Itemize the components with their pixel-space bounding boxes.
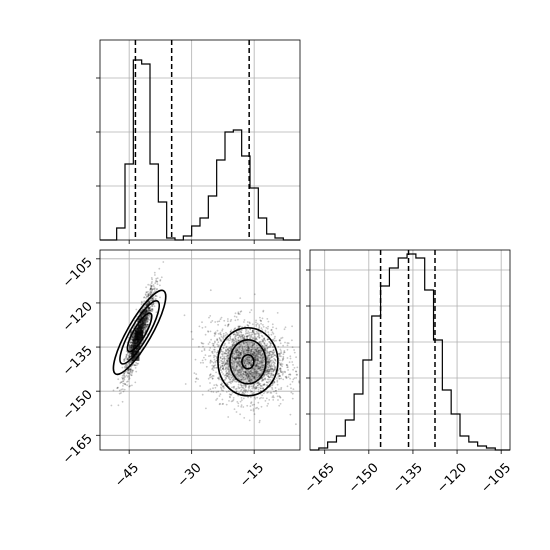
joint-ytick-label-2: −135: [60, 343, 96, 379]
y-hist-xtick-label-3: −120: [434, 460, 470, 496]
x-marginal-histogram: [96, 39, 301, 244]
y-hist-steps: [310, 253, 510, 451]
contour-right-1: [229, 338, 267, 385]
density-cell-4: [130, 330, 139, 341]
joint-xtick-label-2: −15: [237, 460, 267, 490]
joint-scatter-plot: −45 −30 −15 −105 −120 −135 −150 −165: [60, 249, 301, 490]
joint-ytick-label-3: −150: [60, 387, 96, 423]
joint-xtick-label-1: −30: [175, 460, 205, 490]
y-hist-xtick-label-2: −135: [390, 460, 426, 496]
x-hist-frame: [99, 39, 301, 241]
density-cell-2: [131, 350, 140, 361]
density-cell-0: [132, 339, 141, 350]
density-cell-5: [135, 330, 144, 341]
contour-right-2: [241, 353, 255, 370]
contour-left-2: [126, 312, 153, 353]
contour-left-1: [119, 300, 160, 365]
density-cell-3: [139, 309, 148, 320]
y-hist-frame: [309, 249, 511, 451]
joint-xtick-label-0: −45: [112, 460, 142, 490]
density-cell-1: [137, 318, 146, 329]
density-core-right: [225, 339, 270, 384]
y-marginal-histogram: −165 −150 −135 −120 −105: [302, 249, 514, 496]
y-hist-xtick-label-4: −105: [478, 460, 514, 496]
contour-right-0: [217, 326, 279, 397]
x-hist-steps: [100, 59, 300, 241]
joint-ytick-label-4: −165: [60, 432, 96, 468]
y-hist-xtick-label-0: −165: [302, 460, 338, 496]
joint-frame: [99, 249, 301, 451]
joint-ytick-label-0: −105: [60, 255, 96, 291]
y-hist-xtick-label-1: −150: [346, 460, 382, 496]
contour-left-0: [112, 289, 167, 376]
joint-ytick-label-1: −120: [60, 299, 96, 335]
